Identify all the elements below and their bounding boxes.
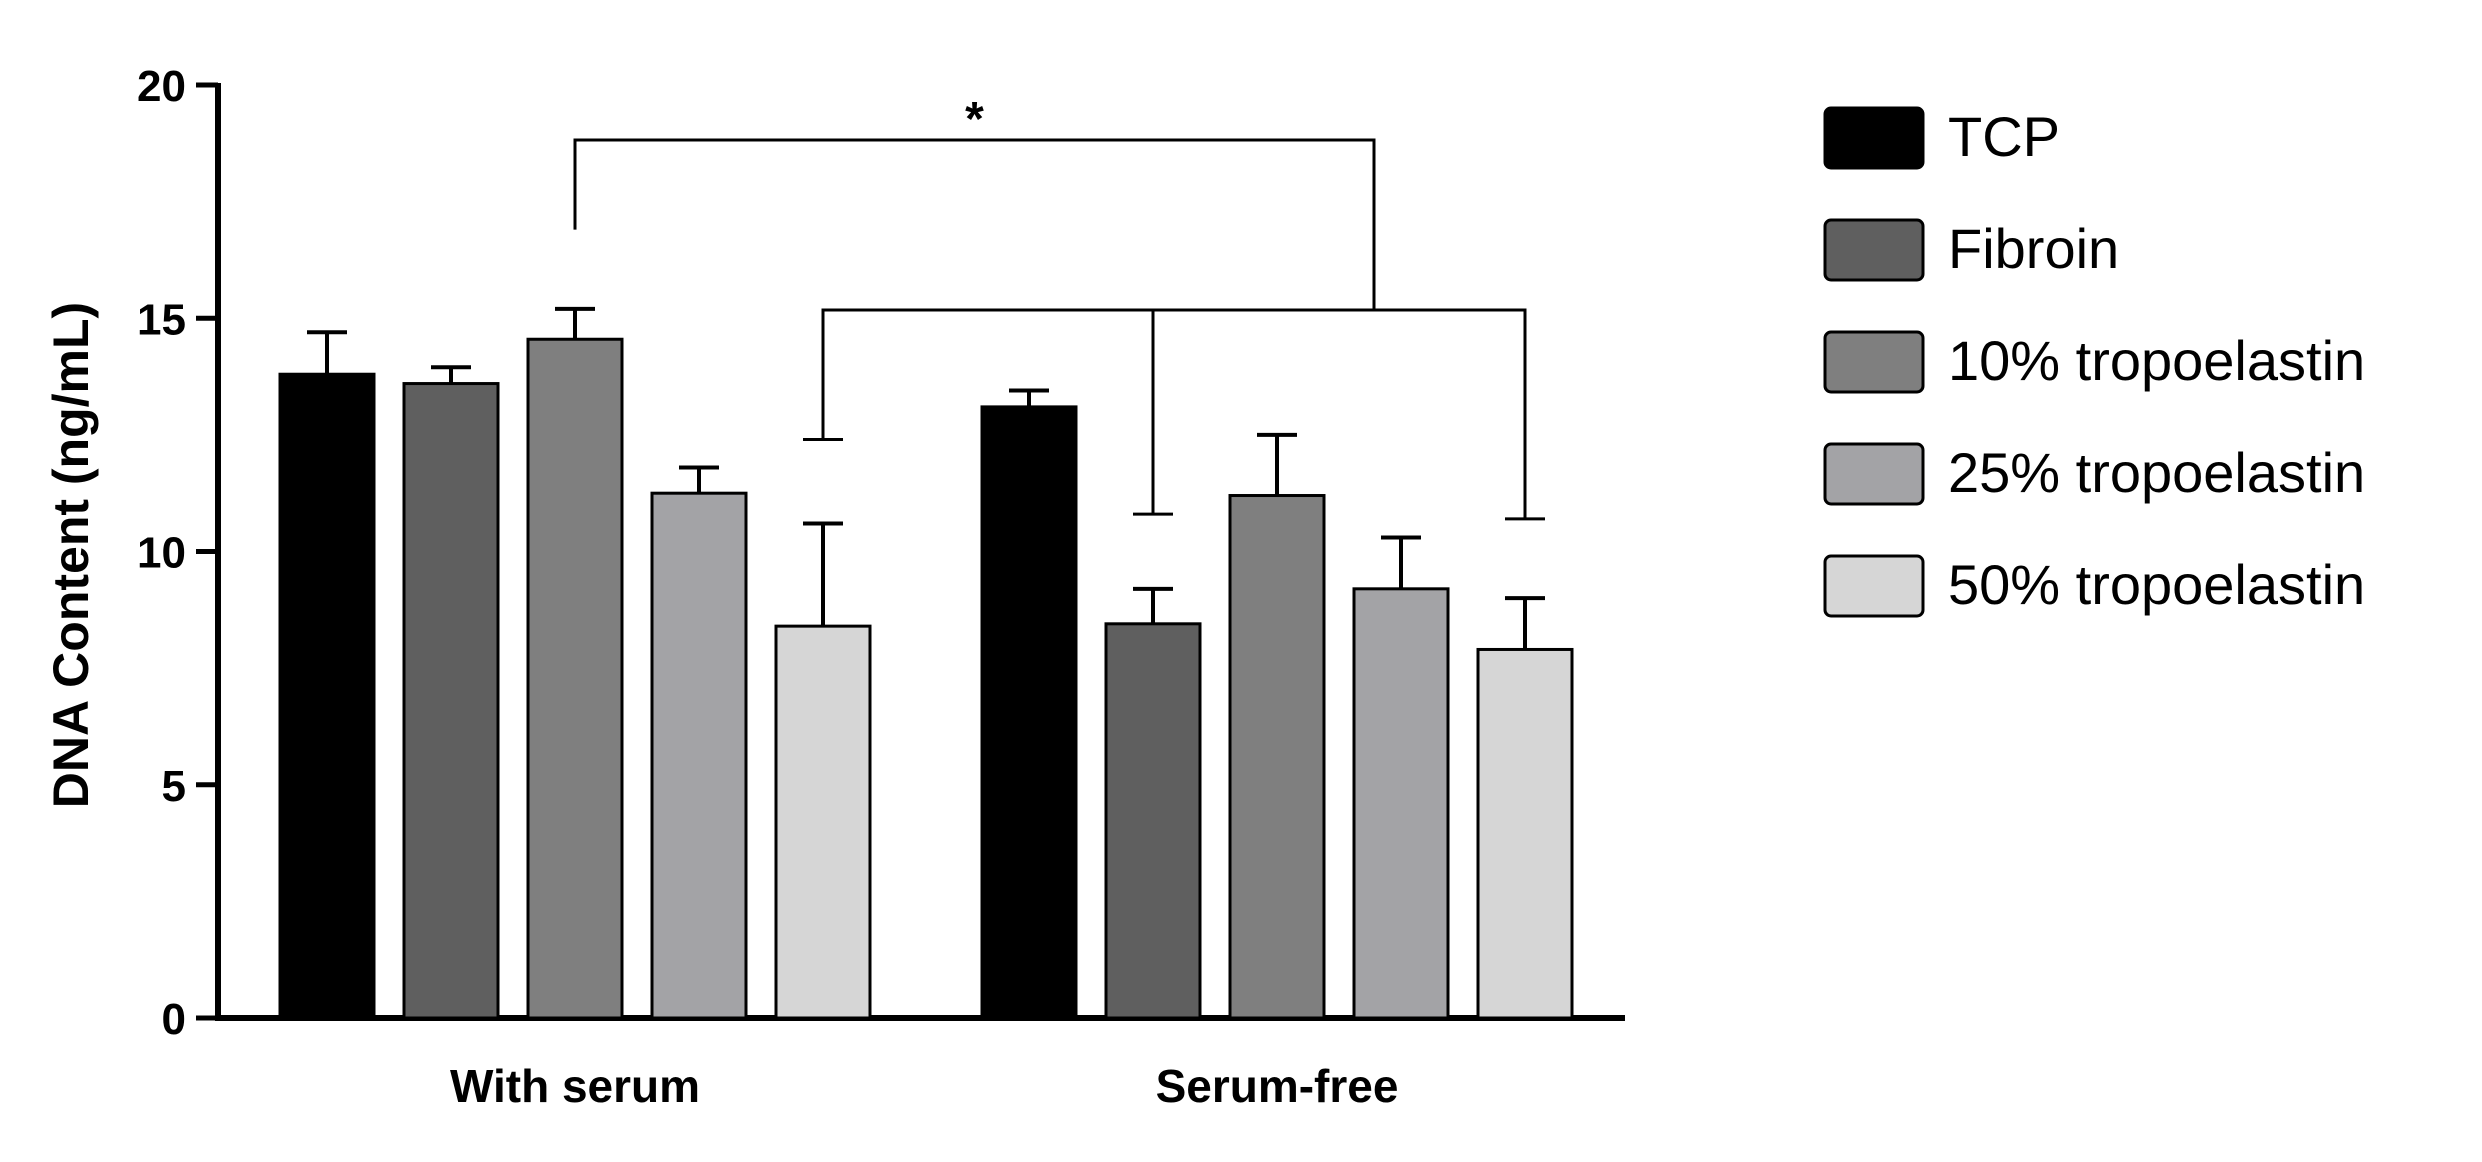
significance-bracket-lower (821, 308, 1527, 519)
y-tick-label: 0 (162, 995, 186, 1044)
bar (774, 624, 872, 1020)
bar (650, 491, 748, 1020)
legend-swatch (1823, 106, 1925, 170)
bar (980, 405, 1078, 1020)
bar (402, 382, 500, 1020)
bar (1352, 587, 1450, 1020)
bar (1104, 622, 1202, 1020)
legend-swatch (1823, 218, 1925, 282)
y-tick-label: 10 (137, 529, 186, 578)
y-tick-label: 5 (162, 762, 186, 811)
x-category-label: With serum (450, 1060, 700, 1112)
bars: With serum Serum-free (278, 306, 1574, 1112)
legend-label: 10% tropoelastin (1948, 329, 2365, 392)
bar (1476, 647, 1574, 1020)
legend-label: Fibroin (1948, 217, 2119, 280)
bar (1228, 494, 1326, 1020)
y-tick-label: 20 (137, 62, 186, 111)
legend-swatch (1823, 442, 1925, 506)
legend-label: 25% tropoelastin (1948, 441, 2365, 504)
legend-swatch (1823, 554, 1925, 618)
legend-swatch (1823, 330, 1925, 394)
significance-bracket-upper (573, 138, 1376, 310)
y-tick-label: 15 (137, 295, 186, 344)
legend-label: 50% tropoelastin (1948, 553, 2365, 616)
y-axis-label: DNA Content (ng/mL) (43, 302, 99, 808)
x-category-label: Serum-free (1156, 1060, 1399, 1112)
significance-annotations: * (573, 93, 1545, 521)
bar (526, 337, 624, 1020)
significance-label: * (965, 93, 984, 146)
bar (278, 372, 376, 1020)
legend: TCP Fibroin 10% tropoelastin 25% tropoelast… (1823, 105, 2365, 618)
legend-label: TCP (1948, 105, 2060, 168)
